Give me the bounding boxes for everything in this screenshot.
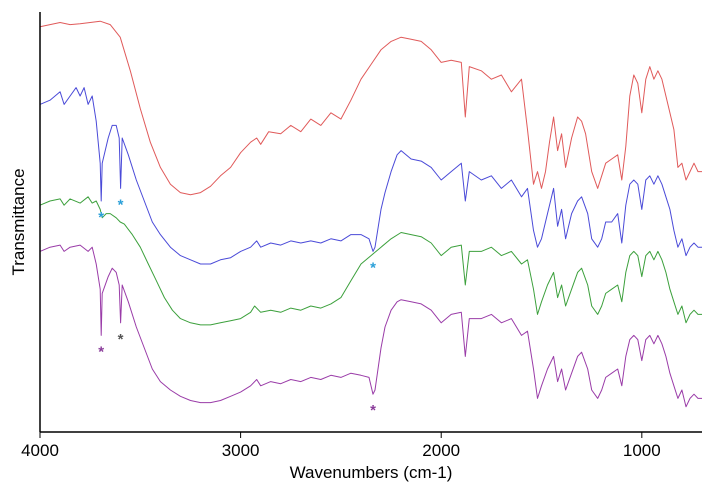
peak-marker-2: * <box>118 196 124 213</box>
peak-marker-5: * <box>118 331 124 348</box>
peak-marker-6: * <box>370 402 376 419</box>
y-axis-label: Transmittance <box>9 168 28 275</box>
spectrum-line-1 <box>39 20 702 196</box>
annotation-layer: * * * * * * <box>98 196 376 419</box>
x-tick-label: 1000 <box>623 441 661 460</box>
x-tick-label: 3000 <box>222 441 260 460</box>
x-tick-label: 4000 <box>21 441 59 460</box>
series-layer <box>39 20 702 408</box>
x-tick-layer: 4000 3000 2000 1000 <box>21 432 661 460</box>
spectrum-line-2 <box>39 87 702 265</box>
spectrum-line-3 <box>39 196 702 326</box>
x-tick-label: 2000 <box>422 441 460 460</box>
peak-marker-3: * <box>370 259 376 276</box>
x-axis-label: Wavenumbers (cm-1) <box>290 463 453 482</box>
peak-marker-4: * <box>98 343 104 360</box>
peak-marker-1: * <box>98 209 104 226</box>
spectrum-line-4 <box>39 244 702 408</box>
